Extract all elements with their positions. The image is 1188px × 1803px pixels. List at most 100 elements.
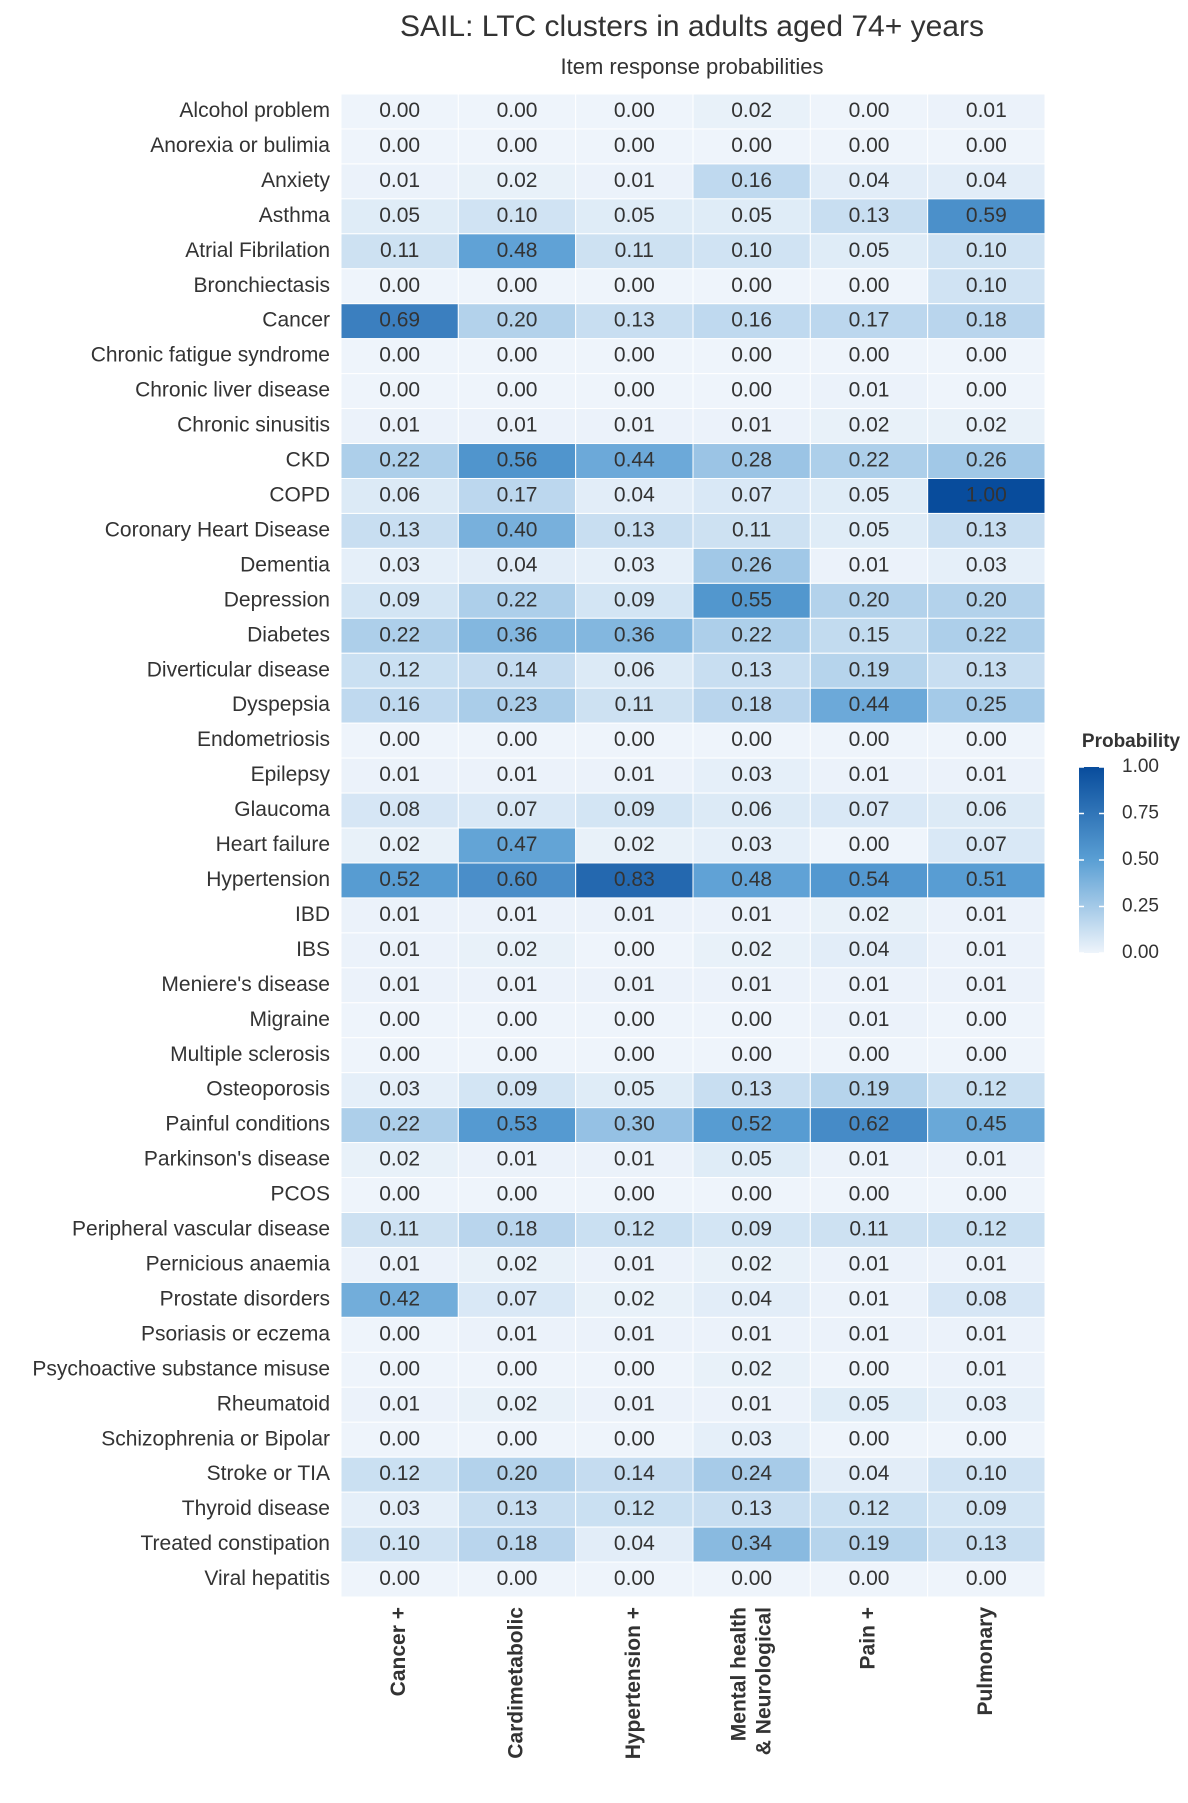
heatmap-cell — [340, 1456, 459, 1493]
cell-label: 0.01 — [849, 1008, 890, 1031]
cell-label: 0.01 — [849, 973, 890, 996]
cell-label: 0.00 — [497, 274, 538, 297]
heatmap-cell — [809, 303, 929, 340]
cell-label: 0.00 — [849, 344, 890, 367]
heatmap-cell — [692, 163, 811, 200]
cell-label: 0.00 — [497, 1008, 538, 1031]
cell-label: 0.26 — [966, 449, 1007, 472]
cell-label: 0.00 — [379, 99, 420, 122]
heatmap-cell — [457, 1072, 577, 1109]
cell-label: 0.04 — [614, 484, 655, 507]
cell-label: 0.11 — [849, 1218, 888, 1241]
cell-label: 0.00 — [379, 134, 420, 157]
cell-label: 0.04 — [966, 169, 1007, 192]
cell-label: 0.03 — [614, 553, 655, 576]
cell-label: 0.12 — [966, 1078, 1007, 1101]
heatmap-cell — [927, 512, 1046, 549]
y-tick-label: IBD — [295, 903, 330, 926]
heatmap-cell — [927, 827, 1046, 864]
cell-label: 0.01 — [966, 973, 1007, 996]
cell-label: 0.02 — [731, 1252, 772, 1275]
y-tick-label: Dyspepsia — [232, 693, 330, 716]
cell-label: 0.00 — [966, 379, 1007, 402]
heatmap-cell — [927, 1316, 1046, 1353]
heatmap-cell — [340, 1107, 459, 1144]
cell-label: 0.22 — [497, 588, 538, 611]
cell-label: 0.05 — [849, 1392, 890, 1415]
heatmap-cell — [575, 1212, 694, 1248]
cell-label: 0.00 — [379, 1043, 420, 1066]
cell-label: 0.06 — [966, 798, 1007, 821]
cell-label: 0.00 — [731, 728, 772, 751]
y-tick-label: Dementia — [240, 553, 330, 576]
cell-label: 0.09 — [614, 588, 655, 611]
cell-label: 0.23 — [497, 693, 538, 716]
cell-label: 0.01 — [614, 1322, 655, 1345]
cell-label: 0.19 — [849, 1532, 890, 1555]
heatmap-cell — [692, 408, 811, 445]
heatmap-cell — [692, 547, 811, 584]
heatmap-cell — [809, 932, 929, 969]
cell-label: 0.00 — [731, 379, 772, 402]
cell-label: 0.02 — [497, 938, 538, 961]
heatmap-cell — [340, 512, 459, 549]
cell-label: 0.00 — [379, 1427, 420, 1450]
cell-label: 0.00 — [379, 1183, 420, 1206]
heatmap-cell — [457, 163, 577, 200]
heatmap-cell — [340, 1561, 459, 1598]
heatmap-cell — [457, 373, 577, 410]
cell-label: 0.26 — [731, 553, 772, 576]
cell-label: 0.48 — [731, 868, 772, 891]
heatmap-cell — [927, 1491, 1046, 1528]
y-tick-label: Chronic sinusitis — [177, 414, 330, 437]
cell-label: 0.00 — [966, 344, 1007, 367]
cell-label: 0.00 — [497, 99, 538, 122]
y-tick-label: Anxiety — [261, 169, 330, 192]
cell-label: 0.00 — [731, 1567, 772, 1590]
cell-label: 1.00 — [966, 484, 1007, 507]
cell-label: 0.11 — [380, 239, 419, 262]
cell-label: 0.01 — [379, 1392, 420, 1415]
heatmap-cell — [692, 1002, 811, 1039]
cell-label: 0.36 — [614, 623, 655, 646]
heatmap-cell — [927, 268, 1046, 305]
heatmap-cell — [575, 1177, 694, 1214]
cell-label: 0.53 — [497, 1113, 538, 1136]
cell-label: 0.01 — [379, 169, 420, 192]
heatmap-cell — [692, 198, 811, 235]
heatmap-cell — [809, 582, 929, 619]
heatmap-cell — [340, 1421, 459, 1458]
y-tick-label: Alcohol problem — [179, 99, 330, 122]
heatmap-cell — [340, 163, 459, 200]
chart-title: SAIL: LTC clusters in adults aged 74+ ye… — [400, 10, 984, 43]
cell-label: 0.16 — [731, 169, 772, 192]
heatmap-cell — [809, 1142, 929, 1179]
heatmap-cell — [927, 897, 1046, 934]
cell-label: 0.01 — [614, 1252, 655, 1275]
cell-label: 0.12 — [966, 1218, 1007, 1241]
cell-label: 0.06 — [379, 484, 420, 507]
cell-label: 0.00 — [849, 1567, 890, 1590]
heatmap-cell — [692, 1456, 811, 1493]
cell-label: 0.00 — [731, 134, 772, 157]
cell-label: 0.00 — [966, 1567, 1007, 1590]
cell-label: 0.00 — [849, 99, 890, 122]
cell-label: 0.04 — [614, 1532, 655, 1555]
heatmap-cell — [692, 373, 811, 410]
cell-label: 0.02 — [379, 833, 420, 856]
heatmap-cell — [457, 617, 577, 654]
cell-label: 0.01 — [379, 903, 420, 926]
heatmap-cell — [575, 1386, 694, 1423]
cell-label: 0.01 — [849, 379, 890, 402]
cell-label: 0.56 — [497, 449, 538, 472]
cell-label: 0.34 — [731, 1532, 772, 1555]
legend-title: Probability — [1082, 731, 1181, 752]
heatmap-cell — [457, 408, 577, 445]
cell-label: 0.00 — [731, 274, 772, 297]
heatmap-cell — [457, 1316, 577, 1353]
cell-label: 0.01 — [731, 973, 772, 996]
heatmap-cell — [927, 1386, 1046, 1423]
cell-label: 0.09 — [731, 1218, 772, 1241]
cell-label: 0.01 — [614, 763, 655, 786]
heatmap-cell — [809, 1456, 929, 1493]
